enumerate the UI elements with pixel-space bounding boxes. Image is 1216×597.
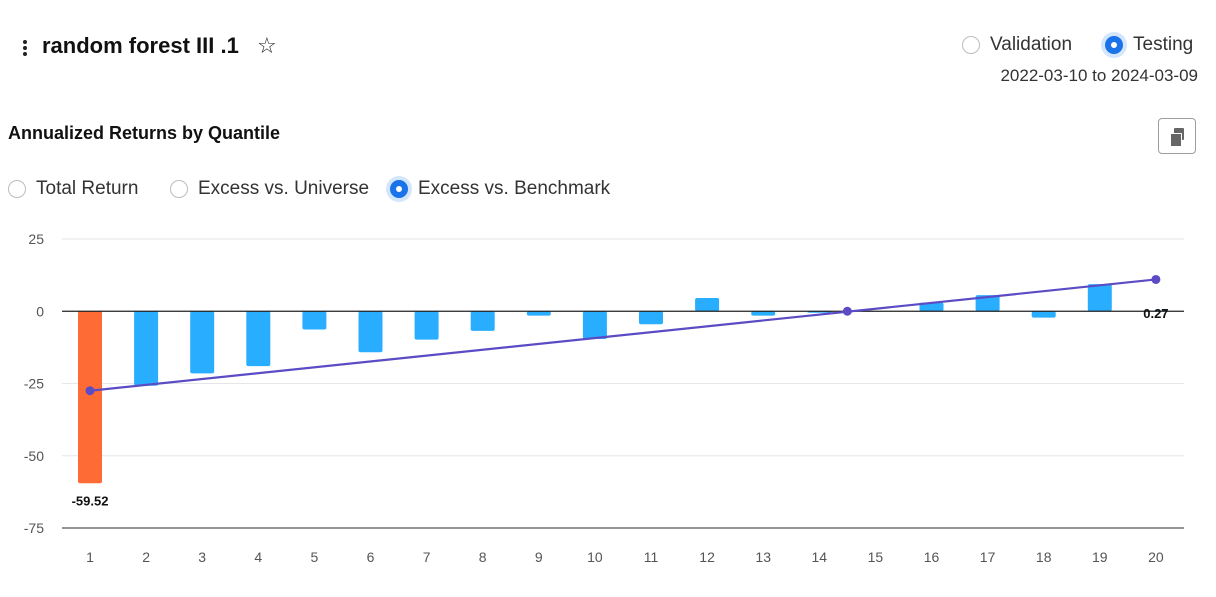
bar-12: [695, 297, 720, 312]
radio-excess-vs-universe[interactable]: Excess vs. Universe: [170, 178, 369, 200]
radio-circle: [962, 36, 980, 54]
radio-circle: [1105, 36, 1123, 54]
value-label: 0.27: [1143, 306, 1168, 321]
bar-17: [975, 295, 1000, 312]
chart-title: Annualized Returns by Quantile: [8, 123, 281, 143]
x-tick-label: 11: [644, 549, 659, 565]
x-tick-label: 13: [755, 549, 771, 565]
header: random forest III .1 ☆ Validation Testin…: [0, 0, 1216, 100]
y-tick-label: 0: [36, 303, 44, 319]
x-tick-label: 9: [535, 549, 543, 565]
trendline-start-point: [85, 386, 95, 396]
x-tick-label: 18: [1036, 549, 1052, 565]
bar-19: [1087, 284, 1112, 312]
copy-chart-button[interactable]: [1158, 118, 1196, 154]
bar-4: [246, 311, 271, 367]
y-tick-label: -25: [24, 376, 44, 392]
model-title: random forest III .1: [42, 33, 239, 58]
x-tick-label: 3: [198, 549, 206, 565]
radio-label: Total Return: [36, 178, 139, 199]
y-tick-label: 25: [28, 231, 44, 247]
radio-label: Validation: [990, 34, 1073, 55]
y-tick-label: -50: [24, 448, 44, 464]
x-tick-label: 20: [1148, 549, 1164, 565]
bar-8: [470, 311, 495, 331]
x-tick-label: 12: [699, 549, 715, 565]
trendline: [89, 278, 1157, 392]
bar-1: [78, 311, 102, 484]
x-tick-label: 14: [812, 549, 828, 565]
bar-11: [639, 311, 663, 325]
x-tick-label: 19: [1092, 549, 1108, 565]
bar-6: [358, 311, 383, 353]
x-tick-label: 5: [311, 549, 319, 565]
bar-2: [134, 311, 159, 386]
radio-label: Excess vs. Benchmark: [418, 178, 611, 199]
y-tick-label: -75: [24, 520, 44, 536]
bar-9: [526, 311, 551, 316]
radio-label: Excess vs. Universe: [198, 178, 370, 199]
x-tick-label: 16: [924, 549, 940, 565]
quantile-bar-chart: 250-25-50-751 2 3 4 5 6 7 8 9 10 11 12 13 14 15 16 17 18 1…: [24, 231, 1184, 565]
date-range: 2022-03-10 to 2024-03-09: [1000, 66, 1198, 85]
radio-validation[interactable]: Validation: [962, 34, 1072, 56]
radio-circle: [170, 180, 188, 198]
bar-10: [582, 311, 607, 339]
x-tick-label: 4: [254, 549, 262, 565]
x-tick-label: 1: [86, 549, 94, 565]
x-tick-label: 17: [980, 549, 996, 565]
favorite-star-icon[interactable]: ☆: [257, 33, 277, 58]
bar-7: [414, 311, 439, 340]
radio-testing[interactable]: Testing: [1105, 34, 1193, 56]
more-options-icon[interactable]: [18, 36, 32, 60]
bar-3: [190, 311, 215, 374]
bar-5: [302, 311, 327, 330]
x-tick-label: 6: [367, 549, 375, 565]
x-tick-label: 2: [142, 549, 150, 565]
radio-circle: [8, 180, 26, 198]
radio-circle: [390, 180, 408, 198]
x-tick-label: 15: [868, 549, 884, 565]
radio-total-return[interactable]: Total Return: [8, 178, 138, 200]
bar-16: [919, 302, 944, 312]
bar-13: [751, 311, 776, 316]
bar-18: [1031, 311, 1056, 318]
radio-excess-vs-benchmark[interactable]: Excess vs. Benchmark: [390, 178, 610, 200]
trendline-mid-point: [842, 306, 852, 316]
trendline-end-point: [1151, 274, 1161, 284]
x-tick-label: 10: [587, 549, 603, 565]
value-label: -59.52: [72, 493, 109, 508]
radio-label: Testing: [1133, 34, 1194, 55]
x-tick-label: 8: [479, 549, 487, 565]
x-tick-label: 7: [423, 549, 431, 565]
